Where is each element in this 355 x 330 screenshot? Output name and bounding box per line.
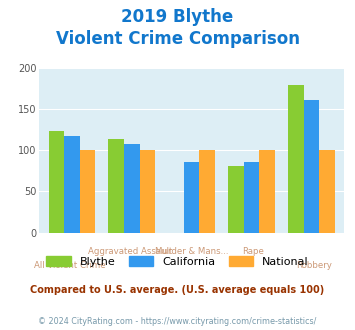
Text: Rape: Rape	[242, 248, 264, 256]
Bar	[228, 166, 244, 233]
Text: Robbery: Robbery	[296, 261, 332, 270]
Bar	[124, 145, 140, 233]
Bar	[49, 131, 64, 233]
Bar	[140, 150, 155, 233]
Bar	[200, 150, 215, 233]
Bar	[288, 85, 304, 233]
Bar	[64, 136, 80, 233]
Bar	[80, 150, 95, 233]
Bar	[319, 150, 335, 233]
Text: Murder & Mans...: Murder & Mans...	[155, 248, 229, 256]
Bar	[260, 150, 275, 233]
Text: 2019 Blythe: 2019 Blythe	[121, 8, 234, 26]
Text: Compared to U.S. average. (U.S. average equals 100): Compared to U.S. average. (U.S. average …	[31, 285, 324, 295]
Bar	[184, 162, 200, 233]
Bar	[304, 100, 319, 233]
Bar	[244, 162, 260, 233]
Text: Violent Crime Comparison: Violent Crime Comparison	[55, 30, 300, 48]
Text: Aggravated Assault: Aggravated Assault	[88, 248, 173, 256]
Text: © 2024 CityRating.com - https://www.cityrating.com/crime-statistics/: © 2024 CityRating.com - https://www.city…	[38, 317, 317, 326]
Legend: Blythe, California, National: Blythe, California, National	[47, 255, 308, 267]
Bar	[109, 139, 124, 233]
Text: All Violent Crime: All Violent Crime	[34, 261, 105, 270]
